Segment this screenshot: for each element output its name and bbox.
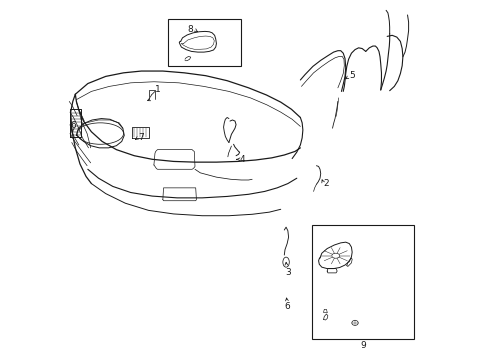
Text: 2: 2 — [323, 179, 329, 188]
Bar — [312, 225, 414, 339]
Text: 1: 1 — [155, 85, 160, 94]
Text: 6: 6 — [70, 121, 75, 130]
Bar — [168, 19, 242, 66]
Text: 8: 8 — [188, 25, 194, 34]
Text: 6: 6 — [284, 302, 290, 311]
Text: 7: 7 — [138, 132, 144, 141]
Text: 4: 4 — [239, 155, 245, 164]
Text: 3: 3 — [285, 268, 291, 277]
Text: 5: 5 — [349, 71, 355, 80]
Text: 9: 9 — [361, 341, 367, 350]
